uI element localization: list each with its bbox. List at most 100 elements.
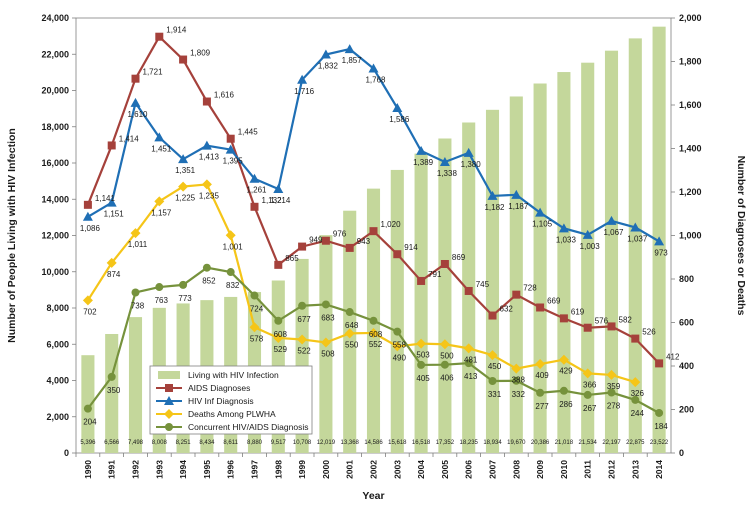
bar-living-with-hiv	[628, 38, 642, 453]
marker-deaths-among-plwha	[201, 179, 212, 190]
data-label-concurrent-hiv-aids-diagnosis: 648	[345, 321, 359, 330]
marker-concurrent-hiv-aids-diagnosis	[536, 388, 545, 397]
data-label-aids-diagnoses: 576	[595, 317, 609, 326]
y-left-tick-label: 12,000	[41, 231, 69, 241]
marker-concurrent-hiv-aids-diagnosis	[226, 268, 235, 277]
marker-hiv-inf-diagnosis	[320, 49, 331, 59]
marker-hiv-inf-diagnosis	[368, 63, 379, 73]
marker-deaths-among-plwha	[463, 343, 474, 354]
data-label-hiv-inf-diagnosis: 1,214	[270, 196, 291, 205]
marker-aids-diagnoses	[369, 227, 378, 236]
data-label-deaths-among-plwha: 552	[369, 340, 383, 349]
data-label-concurrent-hiv-aids-diagnosis: 832	[226, 281, 240, 290]
data-label-aids-diagnoses: 412	[666, 352, 680, 361]
data-label-deaths-among-plwha: 1,157	[151, 208, 172, 217]
marker-aids-diagnoses	[345, 243, 354, 252]
marker-concurrent-hiv-aids-diagnosis	[202, 263, 211, 272]
marker-hiv-inf-diagnosis	[654, 236, 665, 246]
data-label-concurrent-hiv-aids-diagnosis: 677	[297, 315, 311, 324]
bar-value-label: 22,875	[626, 440, 645, 446]
x-tick-label: 2010	[559, 460, 569, 479]
marker-concurrent-hiv-aids-diagnosis	[179, 280, 188, 289]
marker-aids-diagnoses	[512, 290, 521, 299]
marker-concurrent-hiv-aids-diagnosis	[131, 288, 140, 297]
bar-value-label: 21,018	[555, 440, 574, 446]
marker-deaths-among-plwha	[416, 338, 427, 349]
marker-concurrent-hiv-aids-diagnosis	[393, 327, 402, 336]
marker-aids-diagnoses	[464, 286, 473, 295]
marker-hiv-inf-diagnosis	[249, 173, 260, 183]
marker-hiv-inf-diagnosis	[225, 144, 236, 154]
y-left-tick-label: 6,000	[46, 339, 69, 349]
data-label-concurrent-hiv-aids-diagnosis: 608	[369, 330, 383, 339]
bar-value-label: 19,670	[507, 440, 526, 446]
bar-value-label: 8,251	[176, 440, 192, 446]
bar-value-label: 13,368	[341, 440, 360, 446]
bar-value-label: 14,586	[364, 440, 383, 446]
data-label-hiv-inf-diagnosis: 1,610	[127, 110, 148, 119]
y-right-tick-label: 400	[679, 361, 694, 371]
data-label-aids-diagnoses: 791	[428, 270, 442, 279]
data-label-aids-diagnoses: 619	[571, 307, 585, 316]
marker-deaths-among-plwha	[344, 328, 355, 339]
data-label-concurrent-hiv-aids-diagnosis: 608	[274, 330, 288, 339]
x-tick-label: 2011	[583, 460, 593, 479]
bar-value-label: 20,386	[531, 440, 550, 446]
marker-hiv-inf-diagnosis	[487, 190, 498, 200]
data-label-aids-diagnoses: 745	[476, 280, 490, 289]
marker-hiv-inf-diagnosis	[511, 189, 522, 199]
marker-deaths-among-plwha	[106, 257, 117, 268]
marker-hiv-inf-diagnosis	[463, 147, 474, 157]
marker-hiv-inf-diagnosis	[297, 74, 308, 84]
data-label-aids-diagnoses: 869	[452, 253, 466, 262]
marker-aids-diagnoses	[226, 134, 235, 143]
data-label-hiv-inf-diagnosis: 1,395	[223, 157, 244, 166]
marker-deaths-among-plwha	[439, 339, 450, 350]
y-left-tick-label: 2,000	[46, 412, 69, 422]
data-label-hiv-inf-diagnosis: 1,716	[294, 87, 315, 96]
bar-living-with-hiv	[81, 355, 95, 453]
data-label-hiv-inf-diagnosis: 1,033	[556, 235, 577, 244]
bar-living-with-hiv	[438, 138, 452, 453]
marker-aids-diagnoses	[417, 276, 426, 285]
data-label-hiv-inf-diagnosis: 1,832	[318, 62, 339, 71]
y-left-tick-label: 16,000	[41, 158, 69, 168]
data-label-hiv-inf-diagnosis: 1,586	[389, 115, 410, 124]
marker-aids-diagnoses	[274, 260, 283, 269]
bar-living-with-hiv	[509, 96, 523, 453]
data-label-concurrent-hiv-aids-diagnosis: 413	[464, 372, 478, 381]
marker-deaths-among-plwha	[487, 350, 498, 361]
legend-swatch-marker	[165, 384, 173, 392]
data-label-deaths-among-plwha: 1,001	[223, 242, 244, 251]
data-label-aids-diagnoses: 1,020	[381, 220, 402, 229]
data-label-concurrent-hiv-aids-diagnosis: 267	[583, 404, 597, 413]
x-tick-label: 1999	[297, 460, 307, 479]
marker-aids-diagnoses	[202, 97, 211, 106]
y-left-tick-label: 24,000	[41, 13, 69, 23]
bar-value-label: 6,566	[104, 440, 120, 446]
x-tick-label: 1995	[202, 460, 212, 479]
data-label-aids-diagnoses: 914	[404, 243, 418, 252]
marker-hiv-inf-diagnosis	[154, 132, 165, 142]
legend-entry-label: Deaths Among PLWHA	[188, 409, 276, 419]
legend-swatch-marker	[164, 396, 174, 405]
data-label-concurrent-hiv-aids-diagnosis: 405	[416, 374, 430, 383]
data-label-deaths-among-plwha: 1,011	[128, 240, 148, 249]
x-axis-title: Year	[362, 490, 384, 502]
data-label-deaths-among-plwha: 529	[274, 345, 288, 354]
bar-value-label: 22,197	[602, 440, 621, 446]
legend-swatch-bar	[158, 371, 180, 379]
data-label-aids-diagnoses: 728	[523, 284, 537, 293]
data-label-concurrent-hiv-aids-diagnosis: 852	[202, 277, 216, 286]
data-label-deaths-among-plwha: 1,225	[175, 194, 196, 203]
y-right-tick-label: 600	[679, 318, 694, 328]
marker-aids-diagnoses	[107, 141, 116, 150]
bar-value-label: 23,522	[650, 440, 669, 446]
marker-hiv-inf-diagnosis	[130, 97, 141, 107]
marker-deaths-among-plwha	[582, 368, 593, 379]
marker-deaths-among-plwha	[511, 363, 522, 374]
data-label-aids-diagnoses: 1,914	[166, 26, 187, 35]
data-label-hiv-inf-diagnosis: 1,857	[342, 56, 363, 65]
legend-entry-label: AIDS Diagnoses	[188, 383, 250, 393]
